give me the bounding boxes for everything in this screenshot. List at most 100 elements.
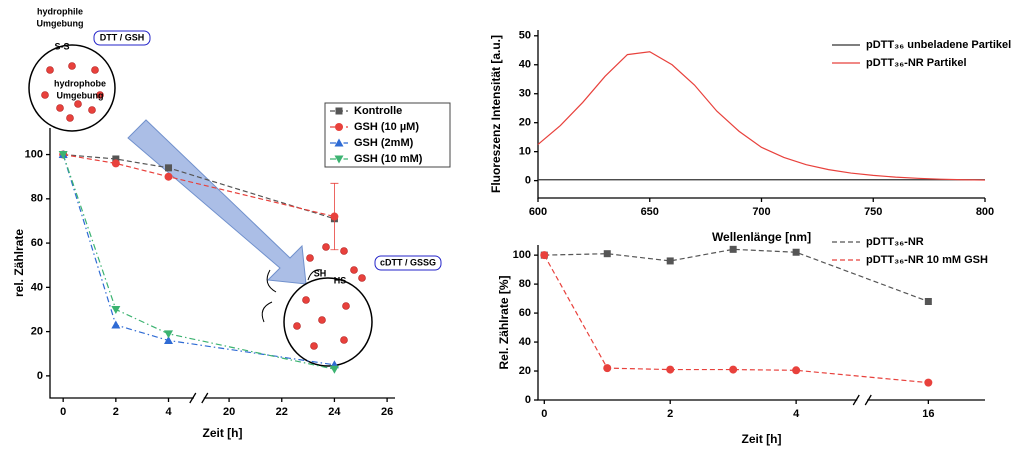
legend-label: pDTT₃₆-NR 10 mM GSH bbox=[866, 254, 988, 266]
marker bbox=[329, 365, 339, 374]
marker bbox=[729, 245, 737, 253]
micelle bbox=[283, 277, 373, 367]
axis bbox=[49, 128, 395, 399]
series-line bbox=[543, 254, 929, 384]
y-tick-label: 20 bbox=[31, 326, 43, 338]
marker bbox=[792, 366, 801, 375]
legend-label: pDTT₃₆-NR bbox=[866, 236, 924, 248]
marker bbox=[164, 335, 174, 344]
x-tick-label: 0 bbox=[60, 406, 66, 418]
legend-label: GSH (10 µM) bbox=[354, 121, 419, 133]
marker bbox=[603, 250, 611, 258]
axis-break bbox=[857, 397, 868, 403]
y-tick-label: 80 bbox=[31, 193, 43, 205]
series-line bbox=[63, 153, 335, 218]
annotation: hydrophobe bbox=[54, 78, 106, 88]
x-tick-label: 0 bbox=[541, 408, 547, 420]
x-tick-label: 2 bbox=[113, 406, 119, 418]
y-axis-title: Fluoreszenz Intensität [a.u.] bbox=[489, 35, 503, 193]
y-tick-label: 100 bbox=[25, 148, 43, 160]
x-tick-label: 4 bbox=[165, 406, 172, 418]
series-line bbox=[544, 248, 929, 303]
annotation: hydrophile bbox=[37, 6, 83, 16]
y-tick-label: 60 bbox=[31, 237, 43, 249]
arrow bbox=[127, 119, 307, 285]
y-tick-label: 0 bbox=[525, 175, 531, 187]
y-tick-label: 0 bbox=[37, 370, 43, 382]
marker bbox=[924, 378, 933, 387]
marker bbox=[540, 251, 549, 260]
annotation: DTT / GSH bbox=[100, 32, 145, 42]
x-tick-label: 20 bbox=[223, 406, 235, 418]
y-tick-label: 40 bbox=[31, 281, 43, 293]
x-tick-label: 800 bbox=[976, 206, 994, 218]
marker bbox=[330, 212, 339, 221]
series-line bbox=[62, 154, 335, 370]
arrows bbox=[261, 269, 323, 323]
illustration bbox=[28, 30, 442, 367]
legend-label: pDTT₃₆-NR Partikel bbox=[866, 57, 967, 69]
axis-break-mark bbox=[852, 394, 872, 406]
annotation: SH bbox=[314, 268, 327, 278]
annotation: Umgebung bbox=[57, 90, 104, 100]
x-tick-label: 600 bbox=[529, 206, 547, 218]
legend-label: GSH (10 mM) bbox=[354, 153, 423, 165]
dye-dots bbox=[41, 62, 366, 350]
y-tick-label: 60 bbox=[519, 307, 531, 319]
y-tick-label: 50 bbox=[519, 30, 531, 42]
legend-label: GSH (2mM) bbox=[354, 137, 414, 149]
series-line bbox=[62, 154, 335, 366]
marker bbox=[334, 138, 344, 147]
axis-break-mark bbox=[189, 392, 209, 404]
annotation: HS bbox=[334, 275, 347, 285]
marker bbox=[335, 107, 343, 115]
x-tick-label: 22 bbox=[276, 406, 288, 418]
marker bbox=[666, 257, 674, 265]
marker bbox=[164, 330, 174, 339]
x-tick-label: 4 bbox=[793, 408, 800, 420]
y-tick-label: 100 bbox=[513, 249, 531, 261]
label-box bbox=[93, 30, 151, 46]
y-tick-label: 0 bbox=[525, 394, 531, 406]
legend-box bbox=[324, 102, 451, 168]
marker bbox=[111, 320, 121, 329]
micelle bbox=[28, 44, 116, 132]
y-tick-label: 20 bbox=[519, 365, 531, 377]
marker bbox=[111, 159, 120, 168]
y-tick-label: 30 bbox=[519, 88, 531, 100]
legend-label: Kontrolle bbox=[354, 105, 402, 117]
label-box bbox=[374, 255, 442, 271]
x-tick-label: 24 bbox=[328, 406, 341, 418]
x-tick-label: 26 bbox=[381, 406, 393, 418]
marker bbox=[335, 123, 343, 131]
legend-label: pDTT₃₆ unbeladene Partikel bbox=[866, 39, 1011, 51]
series-line bbox=[537, 51, 986, 181]
axis-break bbox=[193, 395, 204, 401]
y-tick-label: 10 bbox=[519, 146, 531, 158]
annotation: S-S bbox=[54, 41, 69, 51]
y-tick-label: 20 bbox=[519, 117, 531, 129]
annotation: Umgebung bbox=[37, 18, 84, 28]
marker bbox=[165, 164, 173, 172]
x-tick-label: 650 bbox=[641, 206, 659, 218]
marker bbox=[111, 305, 121, 314]
x-tick-label: 2 bbox=[667, 408, 673, 420]
x-axis-title: Zeit [h] bbox=[742, 432, 782, 446]
marker bbox=[924, 297, 932, 305]
axis bbox=[537, 30, 985, 199]
x-axis-title: Zeit [h] bbox=[203, 426, 243, 440]
x-tick-label: 16 bbox=[922, 408, 934, 420]
marker bbox=[334, 155, 344, 164]
marker bbox=[58, 151, 68, 160]
marker bbox=[112, 155, 120, 163]
marker bbox=[666, 365, 675, 374]
series-line bbox=[63, 153, 335, 220]
x-tick-label: 700 bbox=[752, 206, 770, 218]
annotation: cDTT / GSSG bbox=[380, 257, 436, 267]
y-axis-title: Rel. Zählrate [%] bbox=[497, 275, 511, 369]
marker bbox=[164, 172, 173, 181]
marker bbox=[603, 364, 612, 373]
x-axis-title: Wellenlänge [nm] bbox=[712, 230, 811, 244]
y-tick-label: 80 bbox=[519, 278, 531, 290]
